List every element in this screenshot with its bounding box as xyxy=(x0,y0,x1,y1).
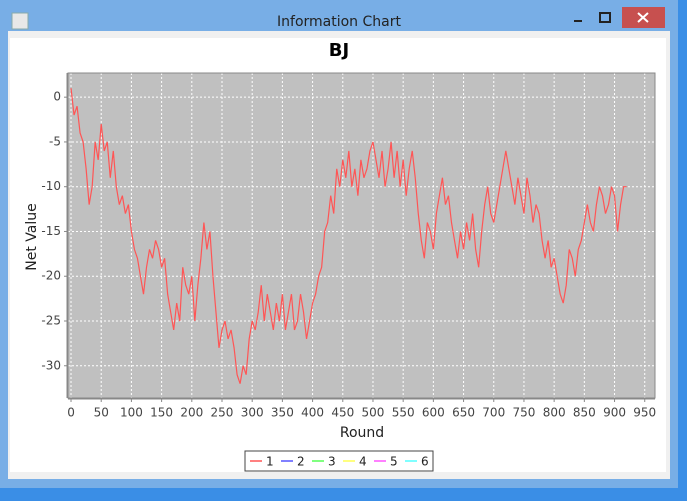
x-tick-label: 750 xyxy=(512,406,535,420)
legend-label: 5 xyxy=(390,455,398,469)
window-title: Information Chart xyxy=(277,14,401,30)
x-tick-label: 500 xyxy=(362,406,385,420)
x-tick-label: 200 xyxy=(180,406,203,420)
chart-title: BJ xyxy=(329,40,349,61)
x-tick-label: 250 xyxy=(211,406,234,420)
x-tick-label: 950 xyxy=(633,406,656,420)
y-axis-label: Net Value xyxy=(24,203,40,270)
x-tick-label: 900 xyxy=(603,406,626,420)
close-icon xyxy=(637,12,649,23)
x-tick-label: 550 xyxy=(392,406,415,420)
x-tick-label: 100 xyxy=(120,406,143,420)
minimize-button[interactable] xyxy=(574,20,582,22)
x-tick-label: 400 xyxy=(301,406,324,420)
x-tick-label: 600 xyxy=(422,406,445,420)
y-tick-label: -20 xyxy=(41,269,61,283)
x-tick-label: 300 xyxy=(241,406,264,420)
y-tick-label: -15 xyxy=(41,224,61,238)
y-tick-label: 0 xyxy=(53,90,61,104)
y-tick-label: -10 xyxy=(41,179,61,193)
plot-border xyxy=(67,72,656,399)
legend-label: 3 xyxy=(328,455,336,469)
x-tick-label: 850 xyxy=(573,406,596,420)
legend-label: 2 xyxy=(297,455,305,469)
legend xyxy=(244,450,434,472)
x-tick-label: 800 xyxy=(543,406,566,420)
y-tick-label: -25 xyxy=(41,314,61,328)
x-axis-label: Round xyxy=(340,425,384,441)
y-tick-label: -30 xyxy=(41,358,61,372)
maximize-button[interactable] xyxy=(599,12,611,23)
legend-label: 6 xyxy=(421,455,429,469)
x-tick-label: 0 xyxy=(67,406,75,420)
legend-label: 1 xyxy=(266,455,274,469)
x-tick-label: 700 xyxy=(482,406,505,420)
x-tick-label: 450 xyxy=(331,406,354,420)
x-tick-label: 650 xyxy=(452,406,475,420)
x-tick-label: 350 xyxy=(271,406,294,420)
x-tick-label: 150 xyxy=(150,406,173,420)
x-tick-label: 50 xyxy=(94,406,109,420)
legend-label: 4 xyxy=(359,455,367,469)
plot-area xyxy=(68,73,655,398)
app-icon xyxy=(11,12,29,30)
series-line xyxy=(70,88,627,384)
y-tick-label: -5 xyxy=(49,134,61,148)
